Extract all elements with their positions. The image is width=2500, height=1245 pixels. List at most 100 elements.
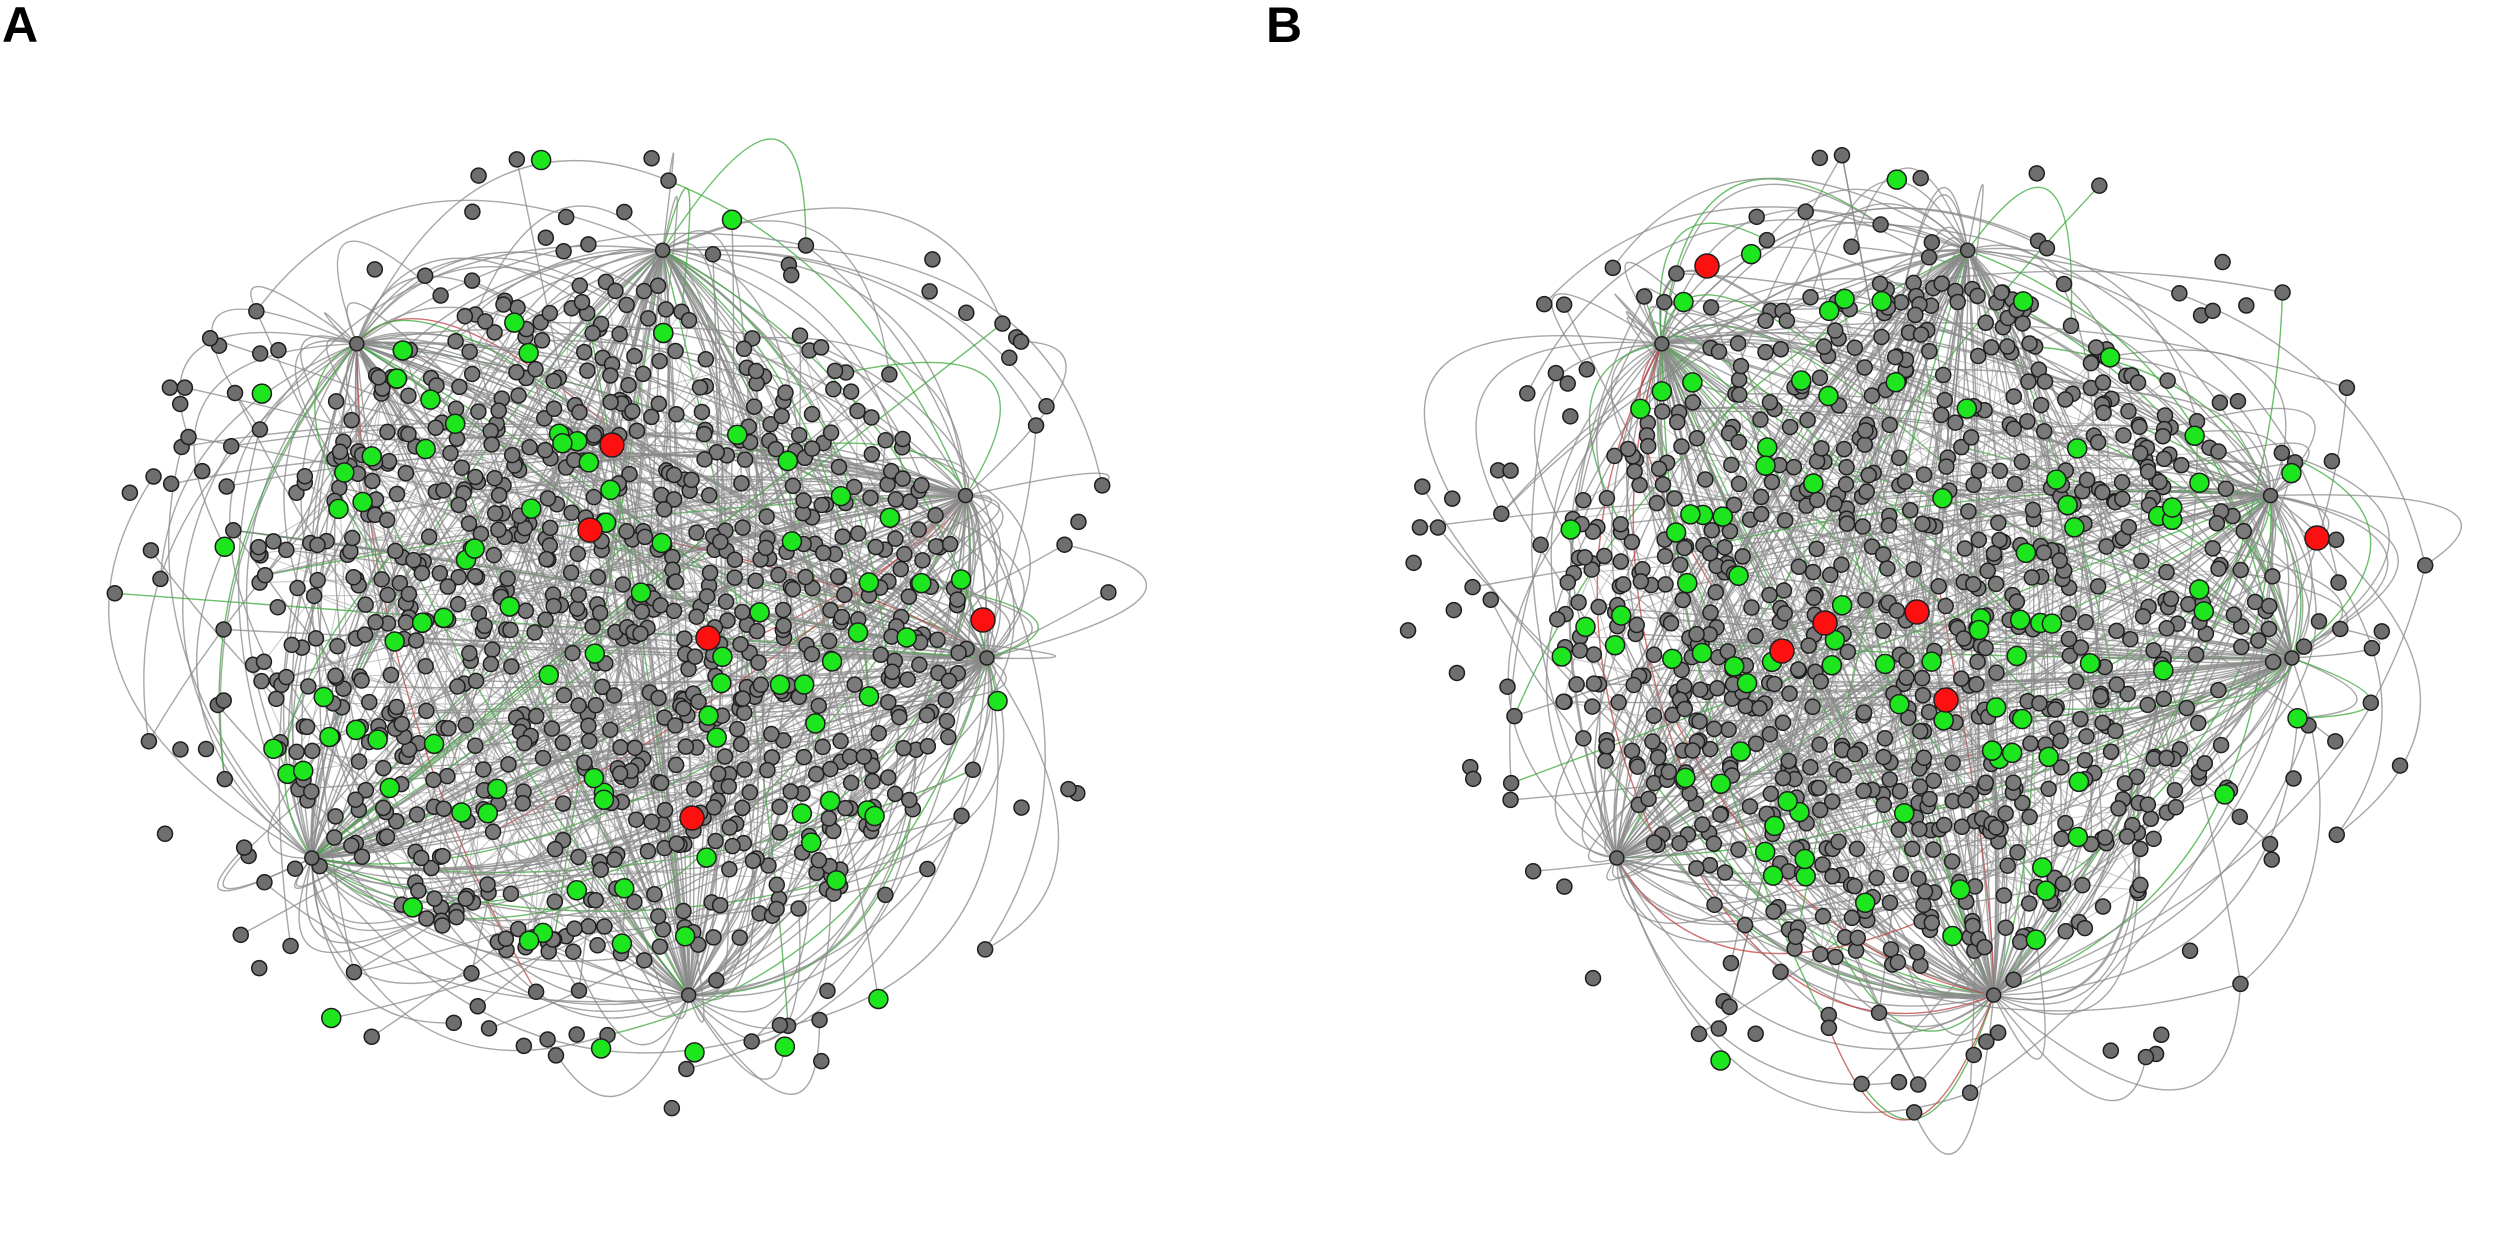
peripheral-node <box>783 266 800 284</box>
green-node <box>684 1042 705 1063</box>
node <box>466 567 484 585</box>
node <box>2132 876 2149 894</box>
edge <box>668 179 967 496</box>
peripheral-node <box>921 283 938 300</box>
node <box>1960 503 1977 520</box>
edge <box>1510 657 2293 801</box>
node <box>830 458 848 476</box>
edge <box>964 495 1046 950</box>
node <box>1990 514 2007 532</box>
peripheral-node <box>256 874 273 891</box>
edge <box>1588 343 1662 525</box>
green-node <box>2184 425 2205 446</box>
peripheral-node <box>1853 1075 1870 1093</box>
green-node <box>321 1007 342 1029</box>
node <box>813 496 830 514</box>
node <box>1676 700 1694 718</box>
node <box>1781 418 1799 436</box>
edge <box>984 657 1060 951</box>
node <box>1610 694 1627 711</box>
node <box>1673 438 1690 455</box>
node <box>602 721 619 739</box>
node <box>587 696 605 714</box>
node <box>391 574 409 592</box>
peripheral-node <box>958 304 975 322</box>
edge <box>845 361 1001 496</box>
edge <box>528 311 682 524</box>
node <box>2021 808 2038 826</box>
node <box>1933 275 1950 292</box>
green-node <box>392 340 414 361</box>
edge <box>1967 249 2143 446</box>
green-node <box>800 832 822 853</box>
node <box>1706 896 1723 914</box>
green-node <box>1651 381 1673 402</box>
edge <box>1612 177 1969 269</box>
node <box>880 693 897 711</box>
edge <box>196 546 313 859</box>
green-node <box>1985 697 2007 718</box>
node <box>1955 630 1972 647</box>
edge <box>323 312 380 378</box>
node <box>710 765 727 782</box>
edge <box>311 857 789 1054</box>
edge <box>193 343 357 548</box>
node <box>1835 767 1852 784</box>
edge <box>2100 657 2294 698</box>
green-node <box>613 878 635 899</box>
node <box>566 920 583 937</box>
edge <box>355 756 772 801</box>
green-node <box>600 479 621 501</box>
edge <box>662 196 679 334</box>
edge <box>839 712 900 870</box>
green-node <box>864 805 885 827</box>
edge <box>2072 391 2272 496</box>
node <box>1871 275 1889 292</box>
node <box>1855 704 1873 721</box>
node <box>1823 793 1841 810</box>
node <box>950 644 967 662</box>
green-node <box>1854 892 1876 914</box>
green-node <box>214 536 235 558</box>
node <box>353 672 370 689</box>
node <box>1787 928 1804 946</box>
node <box>1723 456 1740 474</box>
peripheral-node <box>480 1020 498 1037</box>
peripheral-node <box>1748 208 1765 226</box>
node <box>1705 720 1723 738</box>
peripheral-node <box>142 542 160 559</box>
node <box>1691 713 1708 730</box>
edge <box>335 815 474 903</box>
node <box>378 511 396 529</box>
peripheral-node <box>1584 969 1602 987</box>
node <box>1907 306 1924 324</box>
edge <box>662 220 891 375</box>
peripheral-node <box>508 151 526 168</box>
edge <box>2056 497 2154 730</box>
peripheral-node <box>1506 707 1523 725</box>
edge <box>1819 377 2052 551</box>
edge <box>358 508 532 811</box>
node <box>717 593 735 610</box>
peripheral-node <box>1536 295 1553 313</box>
edge <box>345 343 449 587</box>
node <box>690 693 707 710</box>
peripheral-node <box>2181 942 2199 960</box>
node <box>2078 728 2095 745</box>
green-node <box>1754 841 1776 863</box>
edge <box>662 249 876 817</box>
node <box>579 362 596 379</box>
node <box>1970 531 1988 549</box>
green-node <box>1777 791 1798 812</box>
node <box>1902 502 1919 519</box>
red-node <box>1694 253 1720 279</box>
peripheral-node <box>1978 1033 1995 1050</box>
node <box>1846 339 1864 356</box>
node <box>1898 652 1915 669</box>
node <box>695 425 713 443</box>
edge <box>182 445 313 859</box>
node <box>1912 326 1930 343</box>
node <box>571 404 588 421</box>
node <box>635 282 653 300</box>
peripheral-node <box>1833 146 1851 164</box>
